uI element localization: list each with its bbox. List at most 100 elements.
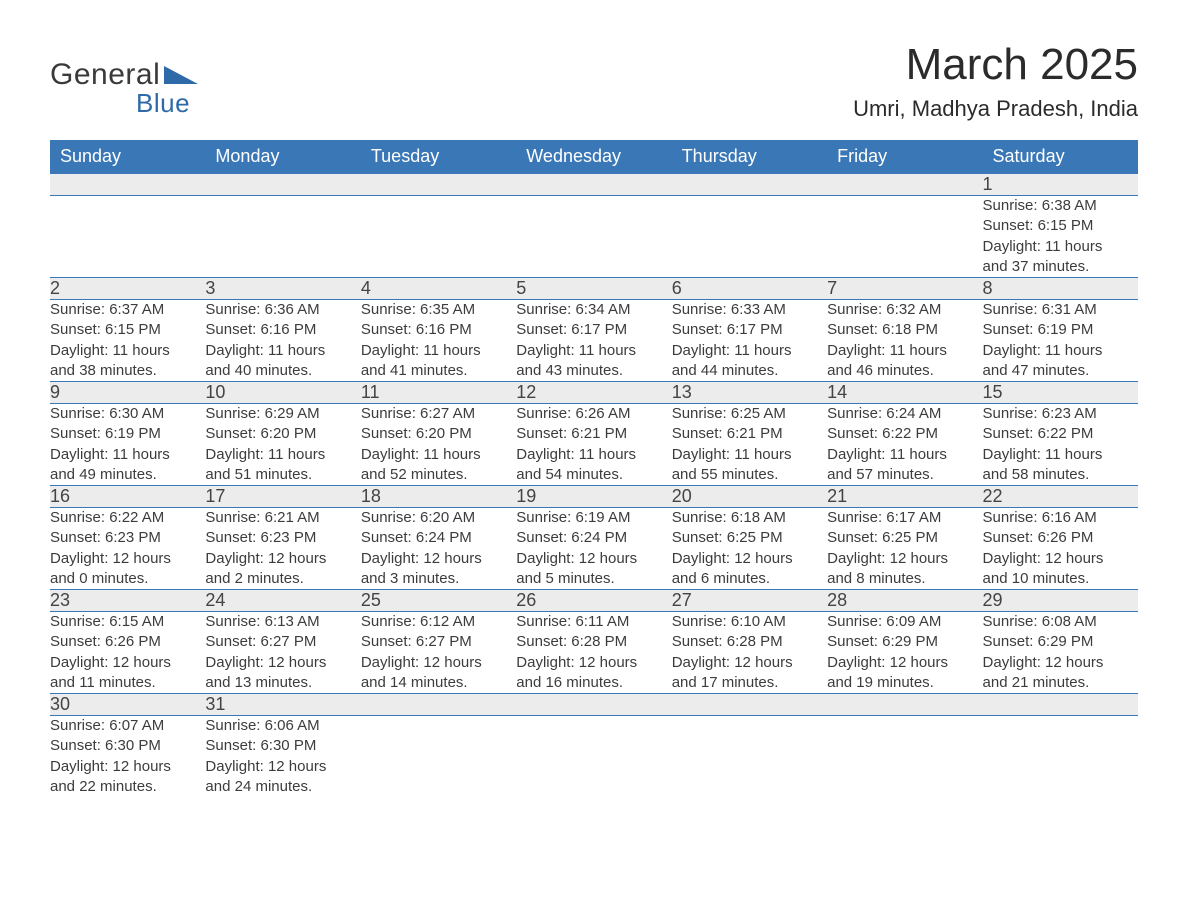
daylight-line-2: and 6 minutes. [672, 569, 827, 589]
daylight-line-1: Daylight: 12 hours [983, 549, 1138, 569]
sunset: Sunset: 6:30 PM [205, 736, 360, 756]
day-number: 4 [361, 278, 516, 300]
day-number: 16 [50, 486, 205, 508]
day-details: Sunrise: 6:38 AMSunset: 6:15 PMDaylight:… [983, 196, 1138, 278]
day-details: Sunrise: 6:10 AMSunset: 6:28 PMDaylight:… [672, 612, 827, 694]
daylight-line-1: Daylight: 11 hours [827, 341, 982, 361]
sunrise: Sunrise: 6:31 AM [983, 300, 1138, 320]
day-details [50, 196, 205, 278]
day-details: Sunrise: 6:27 AMSunset: 6:20 PMDaylight:… [361, 404, 516, 486]
daylight-line-2: and 19 minutes. [827, 673, 982, 693]
sunrise: Sunrise: 6:13 AM [205, 612, 360, 632]
daylight-line-1: Daylight: 11 hours [205, 341, 360, 361]
daylight-line-2: and 8 minutes. [827, 569, 982, 589]
daylight-line-2: and 0 minutes. [50, 569, 205, 589]
sunrise: Sunrise: 6:26 AM [516, 404, 671, 424]
daylight-line-1: Daylight: 11 hours [50, 341, 205, 361]
sunrise: Sunrise: 6:24 AM [827, 404, 982, 424]
sunrise: Sunrise: 6:12 AM [361, 612, 516, 632]
day-number [827, 174, 982, 196]
day-details: Sunrise: 6:13 AMSunset: 6:27 PMDaylight:… [205, 612, 360, 694]
week-daynum-row: 1 [50, 174, 1138, 196]
day-number: 18 [361, 486, 516, 508]
daylight-line-2: and 46 minutes. [827, 361, 982, 381]
sunrise: Sunrise: 6:15 AM [50, 612, 205, 632]
sunset: Sunset: 6:24 PM [516, 528, 671, 548]
daylight-line-2: and 17 minutes. [672, 673, 827, 693]
col-wednesday: Wednesday [516, 140, 671, 174]
day-number: 27 [672, 590, 827, 612]
day-number [516, 174, 671, 196]
day-number [672, 174, 827, 196]
day-details: Sunrise: 6:15 AMSunset: 6:26 PMDaylight:… [50, 612, 205, 694]
day-details: Sunrise: 6:21 AMSunset: 6:23 PMDaylight:… [205, 508, 360, 590]
calendar-header-row: Sunday Monday Tuesday Wednesday Thursday… [50, 140, 1138, 174]
title-block: March 2025 Umri, Madhya Pradesh, India [853, 40, 1138, 122]
sunrise: Sunrise: 6:08 AM [983, 612, 1138, 632]
daylight-line-1: Daylight: 11 hours [361, 445, 516, 465]
week-detail-row: Sunrise: 6:38 AMSunset: 6:15 PMDaylight:… [50, 196, 1138, 278]
day-number: 2 [50, 278, 205, 300]
day-details: Sunrise: 6:09 AMSunset: 6:29 PMDaylight:… [827, 612, 982, 694]
day-number [50, 174, 205, 196]
sunset: Sunset: 6:27 PM [361, 632, 516, 652]
daylight-line-2: and 3 minutes. [361, 569, 516, 589]
day-number [361, 694, 516, 716]
day-number: 26 [516, 590, 671, 612]
day-details: Sunrise: 6:20 AMSunset: 6:24 PMDaylight:… [361, 508, 516, 590]
daylight-line-1: Daylight: 12 hours [50, 653, 205, 673]
daylight-line-1: Daylight: 11 hours [827, 445, 982, 465]
sunrise: Sunrise: 6:22 AM [50, 508, 205, 528]
day-details: Sunrise: 6:18 AMSunset: 6:25 PMDaylight:… [672, 508, 827, 590]
col-friday: Friday [827, 140, 982, 174]
day-number: 24 [205, 590, 360, 612]
daylight-line-2: and 41 minutes. [361, 361, 516, 381]
daylight-line-1: Daylight: 11 hours [205, 445, 360, 465]
daylight-line-1: Daylight: 12 hours [827, 549, 982, 569]
daylight-line-1: Daylight: 12 hours [672, 653, 827, 673]
sunrise: Sunrise: 6:19 AM [516, 508, 671, 528]
sunset: Sunset: 6:20 PM [361, 424, 516, 444]
day-number: 11 [361, 382, 516, 404]
day-details: Sunrise: 6:36 AMSunset: 6:16 PMDaylight:… [205, 300, 360, 382]
day-number: 12 [516, 382, 671, 404]
day-number: 6 [672, 278, 827, 300]
sunrise: Sunrise: 6:30 AM [50, 404, 205, 424]
day-number: 14 [827, 382, 982, 404]
daylight-line-1: Daylight: 11 hours [516, 341, 671, 361]
daylight-line-2: and 22 minutes. [50, 777, 205, 797]
daylight-line-2: and 38 minutes. [50, 361, 205, 381]
sunrise: Sunrise: 6:17 AM [827, 508, 982, 528]
day-number: 20 [672, 486, 827, 508]
sunrise: Sunrise: 6:33 AM [672, 300, 827, 320]
brand-triangle-icon [164, 62, 198, 89]
day-details: Sunrise: 6:29 AMSunset: 6:20 PMDaylight:… [205, 404, 360, 486]
sunset: Sunset: 6:15 PM [983, 216, 1138, 236]
daylight-line-2: and 16 minutes. [516, 673, 671, 693]
day-number: 28 [827, 590, 982, 612]
daylight-line-1: Daylight: 11 hours [983, 341, 1138, 361]
day-number: 3 [205, 278, 360, 300]
day-details: Sunrise: 6:37 AMSunset: 6:15 PMDaylight:… [50, 300, 205, 382]
daylight-line-2: and 51 minutes. [205, 465, 360, 485]
day-details: Sunrise: 6:17 AMSunset: 6:25 PMDaylight:… [827, 508, 982, 590]
col-tuesday: Tuesday [361, 140, 516, 174]
sunset: Sunset: 6:16 PM [361, 320, 516, 340]
col-saturday: Saturday [983, 140, 1138, 174]
sunrise: Sunrise: 6:20 AM [361, 508, 516, 528]
daylight-line-2: and 52 minutes. [361, 465, 516, 485]
day-details: Sunrise: 6:31 AMSunset: 6:19 PMDaylight:… [983, 300, 1138, 382]
day-number: 5 [516, 278, 671, 300]
sunrise: Sunrise: 6:16 AM [983, 508, 1138, 528]
daylight-line-1: Daylight: 12 hours [50, 757, 205, 777]
sunrise: Sunrise: 6:25 AM [672, 404, 827, 424]
day-details: Sunrise: 6:07 AMSunset: 6:30 PMDaylight:… [50, 716, 205, 798]
week-daynum-row: 16171819202122 [50, 486, 1138, 508]
week-daynum-row: 23242526272829 [50, 590, 1138, 612]
daylight-line-1: Daylight: 12 hours [205, 653, 360, 673]
daylight-line-2: and 55 minutes. [672, 465, 827, 485]
sunset: Sunset: 6:23 PM [50, 528, 205, 548]
day-number: 23 [50, 590, 205, 612]
sunrise: Sunrise: 6:21 AM [205, 508, 360, 528]
daylight-line-2: and 44 minutes. [672, 361, 827, 381]
